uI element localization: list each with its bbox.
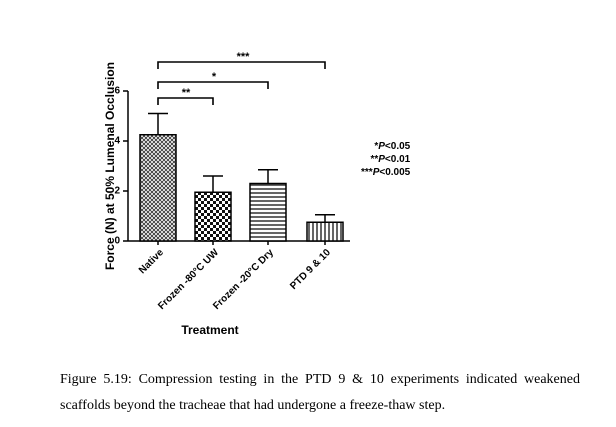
figure-caption: Figure 5.19: Compression testing in the … [60,372,580,413]
y-tick-label: 6 [114,86,120,97]
significance-bracket-0 [157,97,214,105]
significance-bracket-2 [157,61,326,69]
bar-2 [249,182,287,242]
x-category-label: Frozen -80°C UW [156,247,221,312]
legend-line-p0005: ***P<0.005 [361,167,411,178]
significance-legend: *P<0.05 **P<0.01 ***P<0.005 [361,140,410,179]
bar-0 [139,134,177,242]
significance-label-0: ** [182,87,191,99]
bar-3 [306,221,344,242]
y-tick-label: 0 [114,236,120,247]
bar-chart: Force (N) at 50% Lumenal Occlusion Treat… [103,51,350,337]
y-tick-label: 4 [114,136,120,147]
y-axis-title: Force (N) at 50% Lumenal Occlusion [103,62,117,270]
significance-label-1: * [212,71,217,83]
y-tick-label: 2 [114,186,120,197]
x-category-label: PTD 9 & 10 [288,247,333,292]
bar-1 [194,191,232,242]
x-category-label: Frozen -20°C Dry [211,247,276,312]
legend-line-p005: *P<0.05 [374,141,411,152]
x-category-label: Native [137,247,166,276]
x-axis-title: Treatment [181,323,238,337]
significance-bracket-1 [157,81,269,89]
significance-label-2: *** [237,51,251,63]
legend-line-p001: **P<0.01 [370,154,411,165]
